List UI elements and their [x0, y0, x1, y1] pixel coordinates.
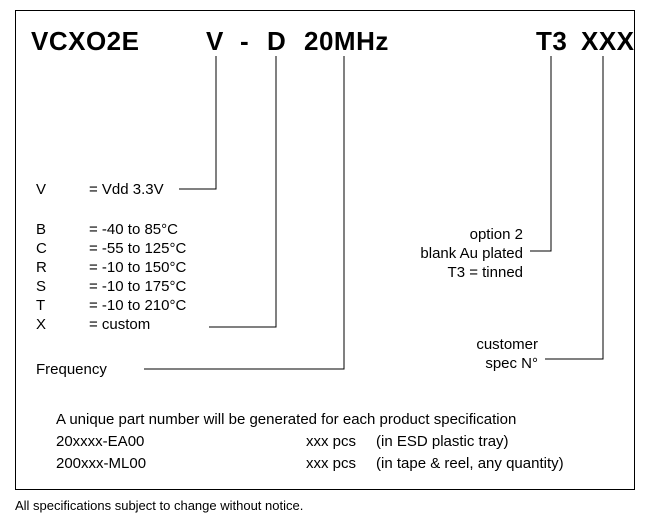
leader-spec [545, 56, 603, 359]
leader-option2 [530, 56, 551, 251]
leader-freq [144, 56, 344, 369]
leader-voltage [179, 56, 216, 189]
disclaimer: All specifications subject to change wit… [15, 498, 303, 513]
diagram-frame: VCXO2E V - D 20MHz T3 XXX V = Vdd 3.3V B… [15, 10, 635, 490]
leader-temp [209, 56, 276, 327]
leader-lines [16, 11, 636, 491]
